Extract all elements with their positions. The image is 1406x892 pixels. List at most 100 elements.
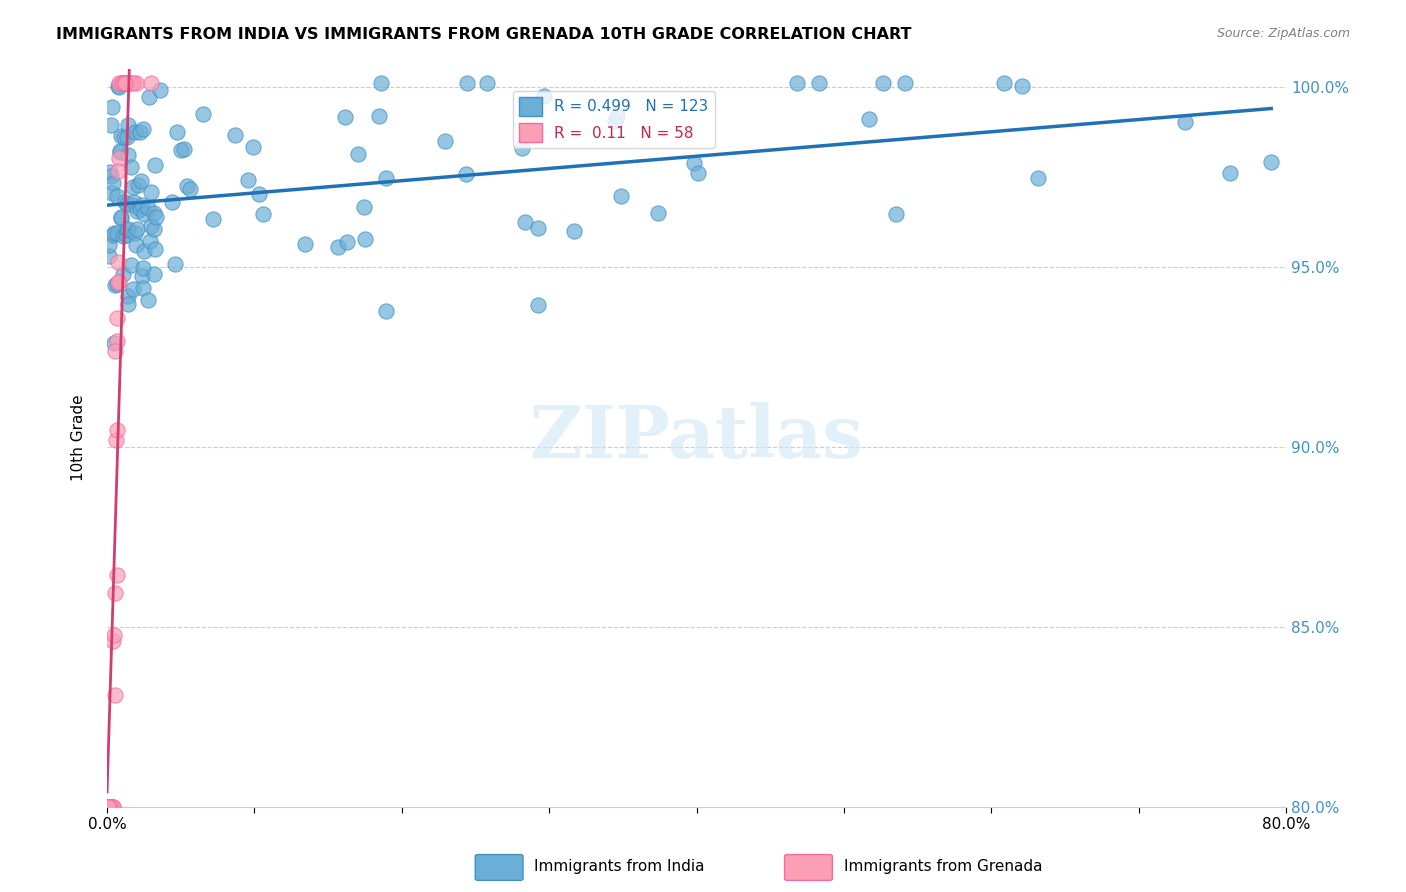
Point (1219, 166, 1241, 180)
Point (100, 800, 122, 814)
Point (238, 172, 260, 186)
Point (97, 800, 120, 814)
Point (100, 800, 122, 814)
Y-axis label: 10th Grade: 10th Grade (72, 394, 86, 481)
Point (112, 76, 135, 90)
Point (647, 205, 669, 219)
Point (129, 202, 152, 216)
Point (108, 76, 131, 90)
Point (138, 293, 160, 307)
Point (370, 76, 392, 90)
Point (139, 219, 162, 233)
Point (114, 76, 136, 90)
Point (120, 76, 142, 90)
Point (242, 140, 264, 154)
Point (179, 182, 201, 196)
Point (683, 156, 706, 170)
Point (105, 334, 128, 348)
Point (143, 243, 166, 257)
Point (104, 586, 127, 600)
Point (434, 134, 457, 148)
Point (252, 207, 274, 221)
Point (132, 121, 155, 136)
Point (98, 237, 121, 252)
Point (97, 800, 120, 814)
Point (114, 227, 136, 242)
Point (112, 76, 135, 90)
Point (807, 76, 830, 90)
Point (121, 198, 143, 212)
Point (105, 189, 128, 203)
Point (117, 147, 139, 161)
Point (131, 198, 153, 212)
Point (533, 89, 555, 103)
Point (107, 164, 129, 178)
Point (160, 194, 183, 209)
Point (884, 207, 907, 221)
Point (139, 185, 162, 199)
Point (786, 76, 808, 90)
Point (112, 130, 135, 145)
Point (110, 210, 132, 224)
Point (111, 76, 134, 90)
Point (456, 167, 478, 181)
Point (128, 125, 150, 139)
Point (108, 145, 131, 159)
Point (100, 800, 122, 814)
Legend: R = 0.499   N = 123, R =  0.11   N = 58: R = 0.499 N = 123, R = 0.11 N = 58 (513, 91, 714, 148)
Point (117, 129, 139, 144)
Point (112, 76, 135, 90)
Point (98, 800, 121, 814)
Point (117, 118, 139, 132)
Point (562, 224, 585, 238)
Point (132, 207, 155, 221)
Point (101, 800, 124, 814)
Point (110, 211, 132, 226)
Point (127, 178, 149, 192)
Point (105, 277, 128, 291)
Point (111, 268, 134, 282)
Point (688, 166, 710, 180)
Point (97, 800, 120, 814)
Point (104, 278, 127, 293)
Point (513, 215, 536, 229)
Point (124, 125, 146, 139)
Point (108, 151, 131, 165)
Point (1174, 114, 1197, 128)
Point (170, 144, 193, 158)
Point (115, 197, 138, 211)
Point (97, 800, 120, 814)
Point (526, 221, 548, 235)
Point (98, 800, 121, 814)
Point (105, 423, 128, 437)
Point (101, 186, 124, 200)
Point (294, 237, 316, 252)
Point (1260, 155, 1282, 169)
Point (107, 78, 129, 93)
Point (166, 124, 188, 138)
Point (132, 260, 155, 275)
Point (124, 227, 146, 241)
Point (173, 142, 195, 156)
Point (143, 222, 166, 236)
Point (139, 76, 162, 90)
Point (149, 83, 172, 97)
Point (111, 76, 134, 90)
Point (114, 76, 136, 90)
Point (104, 343, 127, 358)
Point (247, 186, 270, 201)
Point (111, 229, 134, 244)
Point (98, 800, 121, 814)
Point (100, 800, 122, 814)
Point (111, 76, 134, 90)
Point (117, 289, 139, 303)
Text: IMMIGRANTS FROM INDIA VS IMMIGRANTS FROM GRENADA 10TH GRADE CORRELATION CHART: IMMIGRANTS FROM INDIA VS IMMIGRANTS FROM… (56, 27, 911, 42)
Point (872, 76, 894, 90)
Point (100, 800, 122, 814)
Point (610, 188, 633, 202)
Point (97, 249, 120, 263)
Point (224, 128, 246, 143)
Point (129, 174, 152, 188)
Point (103, 628, 125, 642)
Point (105, 567, 128, 582)
